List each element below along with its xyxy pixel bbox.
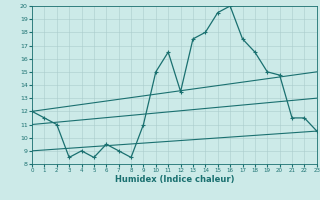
X-axis label: Humidex (Indice chaleur): Humidex (Indice chaleur) xyxy=(115,175,234,184)
